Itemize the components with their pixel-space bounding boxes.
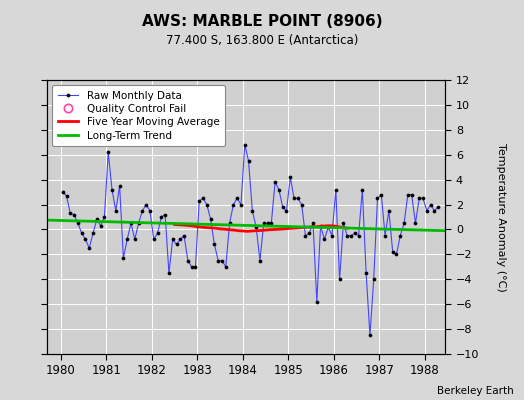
Text: AWS: MARBLE POINT (8906): AWS: MARBLE POINT (8906) [141,14,383,29]
Five Year Moving Average [281,226,287,231]
Five Year Moving Average [299,225,305,230]
Five Year Moving Average [322,224,328,228]
Five Year Moving Average [181,223,187,228]
Raw Monthly Data [367,333,373,338]
Five Year Moving Average [271,227,278,232]
Raw Monthly Data [257,258,263,263]
Five Year Moving Average [254,228,260,233]
Five Year Moving Average [212,226,219,231]
Raw Monthly Data [287,175,293,180]
Text: Berkeley Earth: Berkeley Earth [437,386,514,396]
Five Year Moving Average [312,224,319,229]
Five Year Moving Average [244,229,250,234]
Five Year Moving Average [217,226,223,231]
Five Year Moving Average [267,227,274,232]
Five Year Moving Average [317,224,323,229]
Five Year Moving Average [331,224,337,228]
Line: Raw Monthly Data: Raw Monthly Data [61,143,440,337]
Raw Monthly Data [147,208,153,213]
Five Year Moving Average [285,226,291,231]
Five Year Moving Average [294,226,301,230]
Five Year Moving Average [171,222,178,227]
Raw Monthly Data [242,142,248,147]
Legend: Raw Monthly Data, Quality Control Fail, Five Year Moving Average, Long-Term Tren: Raw Monthly Data, Quality Control Fail, … [52,85,225,146]
Five Year Moving Average [340,225,346,230]
Five Year Moving Average [263,228,269,232]
Raw Monthly Data [60,190,66,194]
Line: Five Year Moving Average: Five Year Moving Average [174,224,347,231]
Five Year Moving Average [194,224,201,229]
Text: 77.400 S, 163.800 E (Antarctica): 77.400 S, 163.800 E (Antarctica) [166,34,358,47]
Five Year Moving Average [190,224,196,228]
Five Year Moving Average [231,228,237,232]
Raw Monthly Data [412,221,419,226]
Raw Monthly Data [132,237,138,242]
Five Year Moving Average [276,227,282,232]
Five Year Moving Average [344,226,351,231]
Five Year Moving Average [308,224,314,229]
Five Year Moving Average [335,224,342,229]
Y-axis label: Temperature Anomaly (°C): Temperature Anomaly (°C) [496,143,506,291]
Raw Monthly Data [424,208,430,213]
Five Year Moving Average [303,225,310,230]
Five Year Moving Average [258,228,264,233]
Five Year Moving Average [290,226,296,231]
Raw Monthly Data [435,205,441,210]
Five Year Moving Average [226,227,232,232]
Five Year Moving Average [222,227,228,232]
Five Year Moving Average [249,228,255,233]
Five Year Moving Average [235,228,242,233]
Five Year Moving Average [203,225,210,230]
Five Year Moving Average [326,223,333,228]
Five Year Moving Average [239,228,246,233]
